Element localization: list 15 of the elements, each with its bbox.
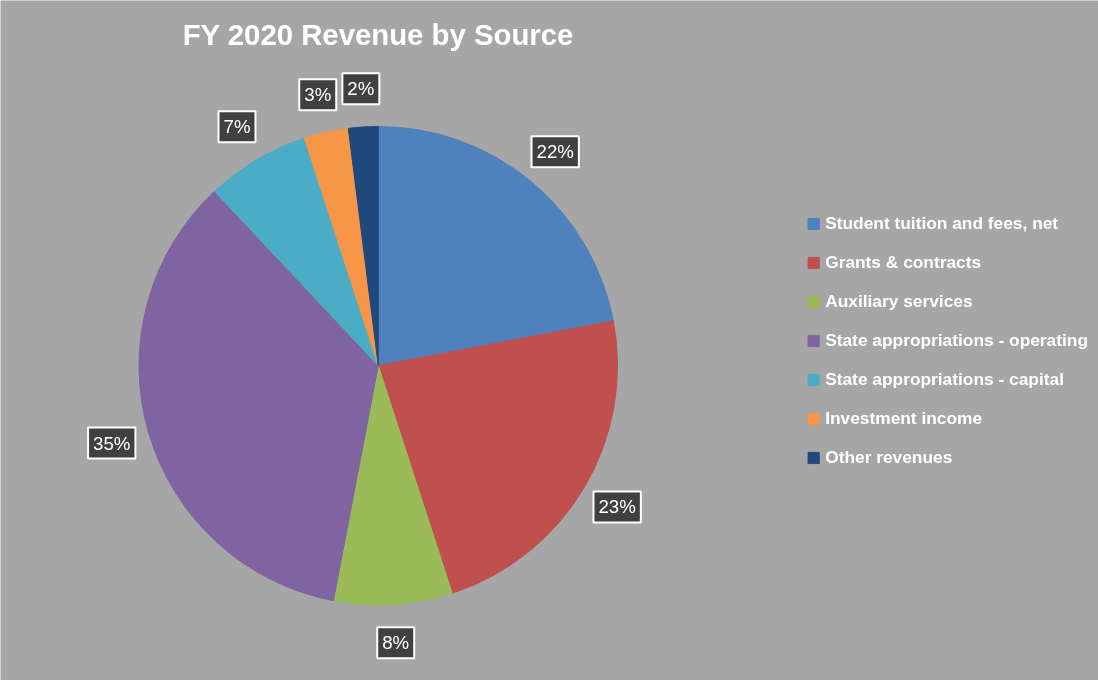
- legend-label: Auxiliary services: [825, 290, 973, 312]
- data-label: 2%: [347, 78, 375, 100]
- legend-label: Student tuition and fees, net: [825, 212, 1059, 234]
- legend-label: Investment income: [825, 407, 983, 429]
- legend-label: Other revenues: [825, 446, 953, 468]
- legend-label: State appropriations - operating: [825, 329, 1088, 351]
- data-label: 35%: [93, 432, 131, 454]
- data-label: 7%: [223, 116, 251, 138]
- data-label: 22%: [536, 141, 574, 163]
- data-label: 3%: [304, 84, 332, 106]
- data-label: 23%: [598, 496, 636, 518]
- chart-title: FY 2020 Revenue by Source: [182, 17, 574, 51]
- data-label: 8%: [382, 632, 410, 654]
- legend-label: State appropriations - capital: [825, 368, 1064, 390]
- legend-label: Grants & contracts: [825, 251, 982, 273]
